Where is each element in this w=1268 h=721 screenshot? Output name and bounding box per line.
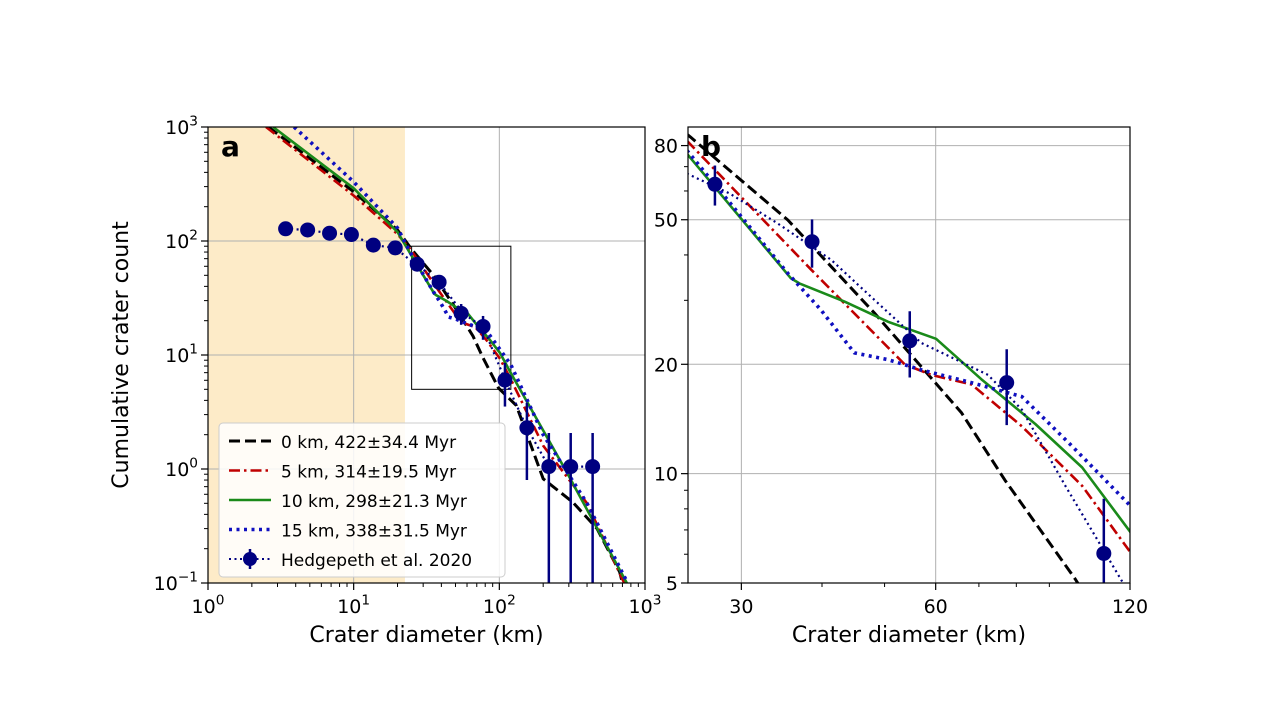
data-point (1096, 545, 1112, 561)
legend-entry: 0 km, 422±34.4 Myr (229, 433, 456, 453)
data-point (387, 240, 403, 256)
plot-area (688, 127, 1130, 583)
legend-label: Hedgepeth et al. 2020 (281, 551, 472, 571)
data-point (322, 225, 338, 241)
series-line-10km (688, 152, 1130, 533)
y-tick-label: 101 (165, 341, 198, 367)
data-point (497, 372, 513, 388)
data-point (563, 459, 579, 475)
x-axis-label: Crater diameter (km) (792, 623, 1026, 648)
data-point (431, 274, 447, 290)
x-tick-label: 101 (337, 592, 370, 618)
y-tick-label: 5 (666, 573, 678, 595)
legend-label: 0 km, 422±34.4 Myr (281, 433, 456, 453)
data-point (278, 221, 294, 237)
data-point (804, 234, 820, 250)
series-line-0km (688, 133, 1080, 583)
x-tick-label: 120 (1112, 596, 1148, 618)
panel-label: b (701, 130, 721, 163)
data-point (585, 459, 601, 475)
data-point (453, 305, 469, 321)
panel-b-crater-count-zoom: 30 60 120 5 10 20 50 80 Crater diameter (km) b (654, 126, 1148, 648)
data-point (365, 237, 381, 253)
series-line-10km (272, 127, 628, 583)
data-point (707, 176, 723, 192)
y-tick-label: 10−1 (154, 569, 198, 595)
data-point (999, 375, 1015, 391)
panel-label: a (221, 130, 240, 163)
y-tick-label: 100 (165, 455, 198, 481)
legend-label: 10 km, 298±21.3 Myr (281, 492, 467, 512)
data-point (541, 459, 557, 475)
y-tick-label: 20 (654, 354, 678, 376)
x-tick-label: 100 (192, 592, 225, 618)
axes-frame (687, 126, 1131, 584)
y-tick-label: 103 (165, 113, 198, 139)
legend-entry: 5 km, 314±19.5 Myr (229, 463, 456, 483)
legend: 0 km, 422±34.4 Myr 5 km, 314±19.5 Myr 10 k… (218, 422, 506, 578)
y-tick-label: 50 (654, 210, 678, 232)
data-point (409, 256, 425, 272)
data-point (519, 420, 535, 436)
legend-label: 5 km, 314±19.5 Myr (281, 463, 456, 483)
y-tick-label: 80 (654, 136, 678, 158)
x-tick-label: 30 (729, 596, 753, 618)
x-tick-label: 60 (924, 596, 948, 618)
x-tick-label: 103 (629, 592, 662, 618)
data-point (475, 318, 491, 334)
legend-entry: Hedgepeth et al. 2020 (229, 549, 472, 571)
legend-box (218, 422, 506, 578)
hedgepeth-dotted-line (688, 172, 1125, 583)
legend-label: 15 km, 338±31.5 Myr (281, 522, 467, 542)
hedgepeth-dotted-line (285, 227, 593, 468)
inset-region-box (411, 245, 512, 390)
legend-marker-sample (243, 552, 257, 566)
y-tick-label: 10 (654, 464, 678, 486)
x-axis-label: Crater diameter (km) (309, 623, 543, 648)
x-tick-label: 102 (483, 592, 516, 618)
y-tick-label: 102 (165, 227, 198, 253)
legend-entry: 10 km, 298±21.3 Myr (229, 492, 467, 512)
data-point (902, 333, 918, 349)
series-line-5km (688, 139, 1130, 554)
legend-entry: 15 km, 338±31.5 Myr (229, 522, 467, 542)
data-point (343, 227, 359, 243)
data-point (300, 222, 316, 238)
series-line-15km (292, 127, 630, 583)
y-axis-label: Cumulative crater count (109, 221, 134, 489)
